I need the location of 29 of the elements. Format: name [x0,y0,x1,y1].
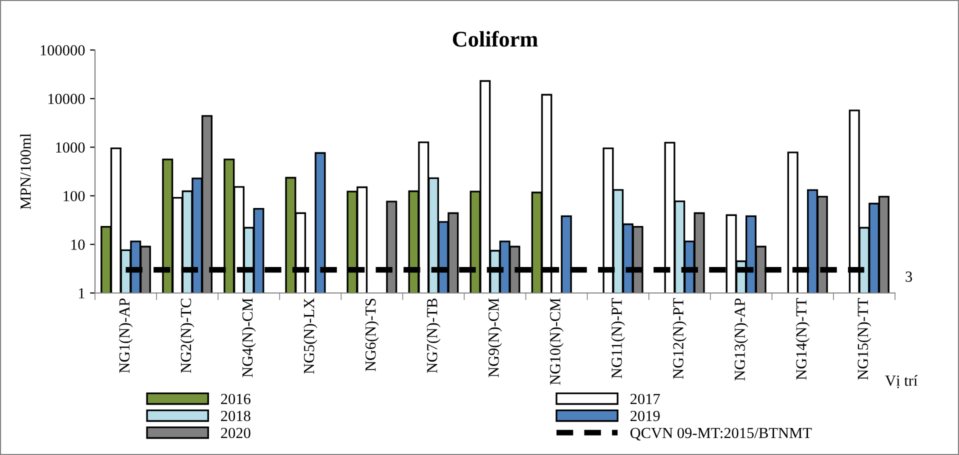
legend-label: 2020 [221,428,250,438]
chart-title: Coliform [452,30,538,47]
x-tick-label: NG14(N)-TT [796,298,810,380]
legend-label: 2017 [630,394,660,404]
x-tick-label: NG2(N)-TC [180,298,194,373]
x-tick-label: NG13(N)-AP [734,298,748,381]
x-tick-label: NG4(N)-CM [242,298,256,378]
legend-label: 2016 [221,394,250,404]
legend-label: 2019 [630,410,660,422]
x-tick-label: NG7(N)-TB [426,298,440,373]
y-tick-label: 10 [71,240,85,250]
y-tick-label: 10000 [48,94,85,104]
x-tick-label: NG5(N)-LX [303,298,318,374]
legend-label: 2018 [221,410,250,422]
x-tick-label: NG11(N)-PT [611,298,626,378]
x-tick-label: NG10(N)-CM [550,298,564,385]
y-tick-label: 100000 [40,45,85,56]
y-tick-label: 1 [78,288,84,298]
x-tick-label: NG6(N)-TS [364,298,379,372]
text: 3 [906,272,912,282]
x-tick-label: NG12(N)-PT [672,298,687,379]
x-tick-label: NG1(N)-AP [118,298,133,373]
legend-label: QCVN 09-MT:2015/BTNMT [630,428,812,440]
y-axis-title: MPN/100ml [20,134,31,210]
x-axis-title: Vị trí [885,375,918,388]
y-tick-label: 100 [64,190,85,202]
x-tick-label: NG9(N)-CM [488,298,502,378]
x-tick-label: NG15(N)-TT [857,298,872,380]
y-tick-label: 1000 [56,142,85,153]
